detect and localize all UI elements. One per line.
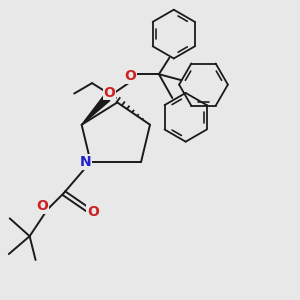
Text: O: O xyxy=(125,69,136,83)
Polygon shape xyxy=(82,95,110,125)
Text: O: O xyxy=(87,205,99,219)
Text: O: O xyxy=(36,199,48,213)
Text: O: O xyxy=(103,85,115,100)
Text: N: N xyxy=(80,155,91,169)
